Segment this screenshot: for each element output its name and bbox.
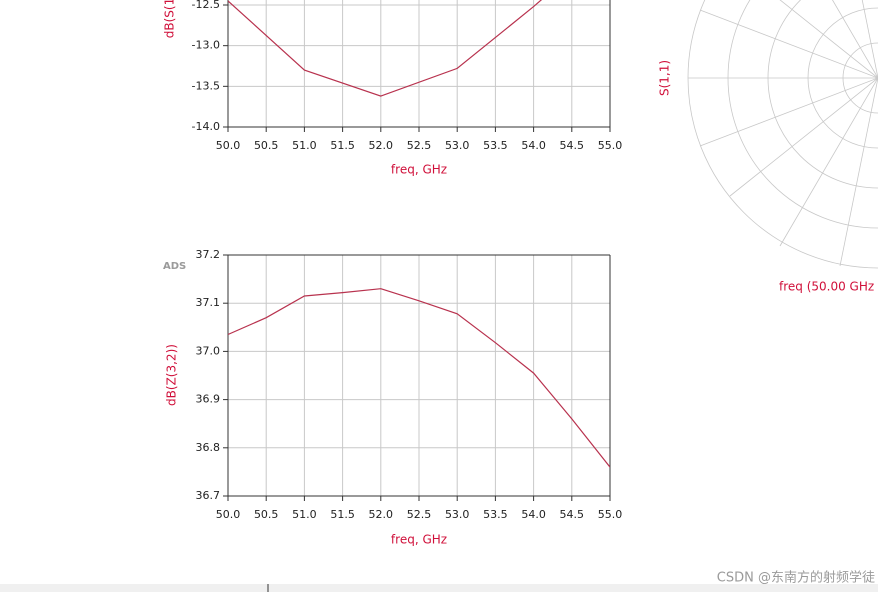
x-tick-label: 51.5 (330, 139, 355, 152)
x-tick-label: 51.5 (330, 508, 355, 521)
x-tick-label: 51.0 (292, 508, 317, 521)
y-tick-label: 37.2 (196, 248, 221, 261)
x-tick-label: 50.0 (216, 139, 241, 152)
x-tick-label: 53.0 (445, 508, 470, 521)
x-tick-label: 52.5 (407, 139, 432, 152)
ads-logo: ADS (163, 261, 186, 272)
x-axis-label: freq, GHz (391, 533, 447, 547)
watermark: CSDN @东南方的射频学徒 (717, 570, 875, 586)
x-tick-label: 53.5 (483, 139, 508, 152)
data-line (228, 288, 610, 468)
x-tick-label: 52.5 (407, 508, 432, 521)
x-tick-label: 50.5 (254, 508, 279, 521)
x-tick-label: 53.5 (483, 508, 508, 521)
data-line (228, 0, 543, 97)
y-tick-label: 37.0 (196, 344, 221, 357)
x-tick-label: 52.0 (369, 139, 394, 152)
y-axis-label: dB(S(1 (163, 0, 177, 38)
x-tick-label: 54.5 (560, 139, 585, 152)
x-tick-label: 52.0 (369, 508, 394, 521)
y-tick-label: -13.0 (192, 39, 220, 52)
y-tick-label: 36.9 (196, 393, 221, 406)
x-tick-label: 53.0 (445, 139, 470, 152)
y-tick-label: 36.7 (196, 489, 221, 502)
smith-grid (687, 0, 878, 269)
annotation: freq (50.00 GHz (779, 280, 874, 294)
y-tick-label: -12.5 (192, 0, 220, 11)
y-tick-label: -14.0 (192, 120, 220, 133)
x-axis-label: freq, GHz (391, 163, 447, 177)
x-tick-label: 54.0 (521, 139, 546, 152)
y-tick-label: 37.1 (196, 296, 221, 309)
y-axis-label: dB(Z(3,2)) (165, 344, 179, 406)
x-tick-label: 50.0 (216, 508, 241, 521)
x-tick-label: 50.5 (254, 139, 279, 152)
bottom-bar (0, 584, 878, 592)
x-tick-label: 51.0 (292, 139, 317, 152)
x-tick-label: 54.5 (560, 508, 585, 521)
y-tick-label: 36.8 (196, 441, 221, 454)
x-tick-label: 55.0 (598, 508, 623, 521)
x-tick-label: 54.0 (521, 508, 546, 521)
y-axis-label: S(1,1) (658, 60, 672, 96)
x-tick-label: 55.0 (598, 139, 623, 152)
y-tick-label: -13.5 (192, 79, 220, 92)
